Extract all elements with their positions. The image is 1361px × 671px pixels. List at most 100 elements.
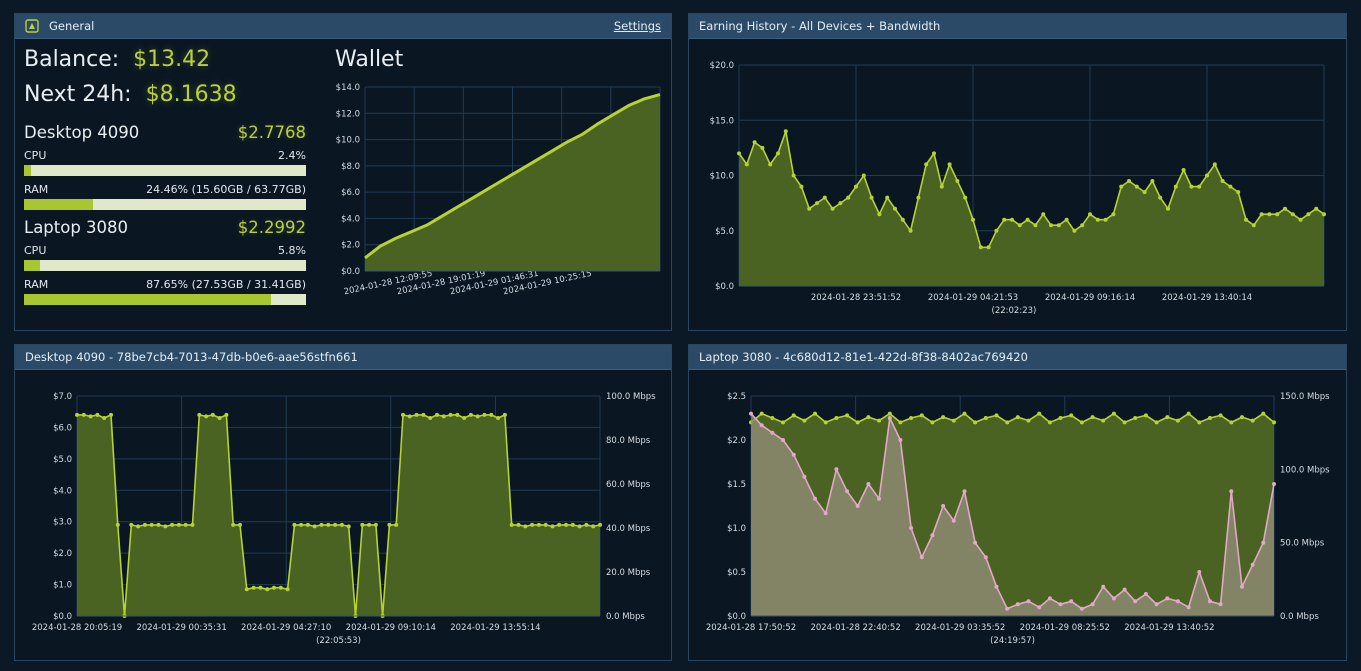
- y-tick-label: $4.0: [341, 214, 360, 224]
- ram-label: RAM: [24, 183, 49, 196]
- bandwidth-point: [813, 496, 817, 501]
- bandwidth-point: [898, 438, 903, 442]
- earnings-point: [1228, 184, 1233, 189]
- y-tick-label: $15.0: [710, 116, 734, 126]
- device-name: Desktop 4090: [24, 123, 140, 142]
- earnings-point: [1244, 217, 1248, 222]
- earnings-point: [1298, 217, 1303, 222]
- x-tick-label: 2024-01-28 20:05:19: [32, 623, 122, 633]
- earnings-point: [885, 195, 890, 200]
- earnings-point: [367, 522, 372, 527]
- bandwidth-point: [855, 504, 860, 508]
- y-tick-label: $1.0: [727, 524, 746, 534]
- earnings-point: [468, 412, 473, 417]
- earnings-point: [564, 522, 568, 527]
- earnings-point: [421, 412, 426, 417]
- earnings-point: [170, 522, 175, 527]
- earnings-point: [109, 412, 113, 417]
- balance-value: $13.42: [133, 47, 211, 72]
- ram-metric: RAM 24.46% (15.60GB / 63.77GB): [24, 183, 306, 210]
- earnings-point: [1166, 206, 1170, 211]
- earnings-point: [163, 524, 168, 529]
- x-tick-label: 2024-01-29 04:27:10: [241, 623, 331, 633]
- earnings-point: [319, 522, 324, 527]
- balance-label: Balance:: [24, 47, 120, 72]
- earnings-point: [1154, 420, 1159, 425]
- x-tick-label: 2024-01-28 22:40:52: [810, 623, 900, 633]
- device-row-desktop: Desktop 4090 $2.7768: [24, 123, 306, 145]
- earnings-point: [830, 206, 835, 211]
- earnings-point: [1251, 223, 1256, 228]
- earnings-point: [401, 412, 405, 417]
- earnings-point: [244, 587, 249, 592]
- settings-link[interactable]: Settings: [613, 19, 661, 33]
- y-tick-label: $2.0: [341, 241, 360, 251]
- y-tick-label: $5.0: [715, 227, 734, 237]
- ram-usage-fill: [24, 199, 93, 210]
- cpu-usage-bar: [24, 165, 306, 176]
- device-name: Laptop 3080: [24, 218, 129, 237]
- earnings-point: [489, 412, 494, 417]
- bandwidth-point: [919, 555, 924, 560]
- earnings-point: [866, 415, 871, 420]
- wallet-title: Wallet: [335, 47, 404, 72]
- desktop-device-body: $0.0 $1.0 $2.0 $3.0 $4.0 $5.0 $6.0 $7.0 0.0 Mbps…: [15, 370, 671, 660]
- bandwidth-point: [1090, 602, 1095, 607]
- ram-metric: RAM 87.65% (27.53GB / 31.41GB): [24, 278, 306, 305]
- earnings-point: [258, 585, 263, 590]
- earnings-point: [1134, 184, 1139, 189]
- y2-tick-label: 40.0 Mbps: [606, 524, 651, 534]
- earnings-point: [822, 195, 827, 200]
- earnings-point: [887, 411, 892, 416]
- bandwidth-point: [1047, 596, 1052, 601]
- earnings-point: [1079, 420, 1084, 425]
- earnings-point: [1173, 184, 1178, 189]
- x-range-label: (24:19:57): [990, 636, 1035, 646]
- earnings-point: [326, 522, 331, 527]
- y-tick-label: $3.0: [53, 518, 72, 528]
- ram-value: 24.46% (15.60GB / 63.77GB): [146, 183, 306, 196]
- earnings-point: [265, 587, 270, 592]
- earnings-point: [1005, 420, 1010, 425]
- bandwidth-point: [994, 584, 999, 589]
- bandwidth-point: [887, 416, 892, 420]
- earnings-point: [955, 179, 960, 183]
- earnings-point: [299, 522, 304, 527]
- bandwidth-point: [823, 511, 828, 516]
- earnings-point: [1088, 212, 1092, 217]
- y2-tick-label: 20.0 Mbps: [606, 568, 651, 578]
- earnings-point: [136, 524, 141, 529]
- y-tick-label: $20.0: [710, 61, 734, 71]
- bandwidth-line: [750, 413, 1275, 610]
- earnings-point: [1142, 190, 1147, 195]
- earnings-point: [1186, 411, 1191, 416]
- earnings-point: [744, 162, 749, 167]
- earnings-point: [475, 414, 480, 419]
- earnings-point: [776, 151, 780, 156]
- earnings-point: [752, 140, 757, 145]
- earnings-point: [1181, 168, 1186, 172]
- y-tick-label: $0.0: [715, 282, 734, 292]
- bandwidth-point: [791, 452, 796, 457]
- laptop-device-body: $0.0 $0.5 $1.0 $1.5 $2.0 $2.5 0.0 Mbps 50.0 Mbp…: [689, 370, 1346, 660]
- earnings-point: [1197, 184, 1202, 189]
- earnings-point: [973, 420, 978, 425]
- earnings-point: [802, 418, 807, 423]
- earnings-point: [737, 151, 741, 156]
- earnings-point: [1072, 228, 1077, 233]
- earnings-point: [760, 145, 765, 150]
- earnings-point: [88, 414, 93, 419]
- earnings-point: [1212, 162, 1217, 167]
- earnings-point: [986, 245, 991, 250]
- earnings-point: [557, 522, 562, 527]
- earnings-point: [1025, 217, 1030, 222]
- earnings-point: [971, 217, 975, 222]
- y-tick-label: $1.0: [53, 581, 72, 591]
- x-tick-label: 2024-01-29 09:16:14: [1045, 293, 1135, 303]
- earnings-point: [854, 184, 858, 189]
- bandwidth-point: [1133, 599, 1138, 604]
- bandwidth-area: [751, 413, 1274, 616]
- earnings-point: [149, 522, 154, 527]
- y-tick-label: $8.0: [341, 162, 360, 172]
- earnings-point: [877, 212, 882, 217]
